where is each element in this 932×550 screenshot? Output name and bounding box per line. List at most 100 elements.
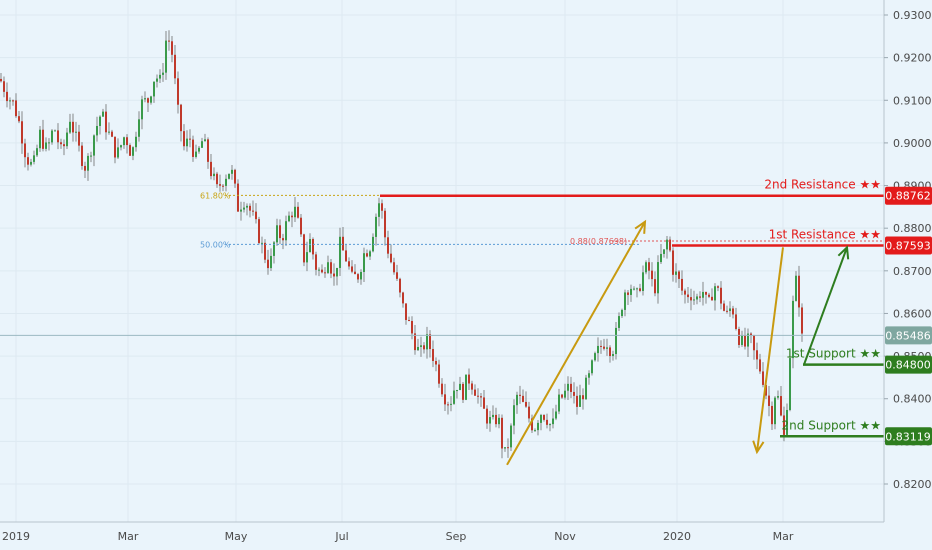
candle-body [312, 239, 314, 255]
candle-body [243, 207, 245, 210]
candle-body [651, 270, 653, 280]
candle-body [795, 275, 797, 301]
candle-body [567, 383, 569, 391]
candle-body [267, 259, 269, 269]
level-price-label: 0.87593 [885, 240, 931, 253]
candle-body [174, 54, 176, 79]
candle-body [204, 139, 206, 142]
candle-body [303, 234, 305, 263]
candle-body [450, 403, 452, 405]
candle-body [87, 155, 89, 171]
candle-body [18, 116, 20, 122]
candle-body [624, 292, 626, 310]
candle-body [444, 394, 446, 405]
candle-body [126, 137, 128, 146]
trend-arrow-line [756, 247, 784, 453]
candle-body [474, 389, 476, 396]
candle-body [489, 417, 491, 424]
candle-body [420, 345, 422, 347]
candle-body [576, 395, 578, 407]
candle-body [693, 299, 695, 301]
candle-body [240, 209, 242, 212]
time-tick-label: Mar [118, 530, 139, 543]
candle-body [516, 394, 518, 406]
level-name: 1st Support ★★ [786, 347, 881, 361]
candle-body [438, 364, 440, 384]
candle-body [162, 72, 164, 75]
time-axis[interactable]: 2019 Mar May Jul Sep Nov 2020 Mar [2, 530, 794, 543]
candle-body [792, 300, 794, 359]
current-price-label: 0.85486 [885, 329, 931, 342]
candle-body [75, 131, 77, 133]
fib-level-label: 0.88(0.87698) [570, 237, 627, 246]
candle-body [429, 334, 431, 350]
candle-body [738, 328, 740, 345]
time-tick-label: 2020 [663, 530, 691, 543]
candle-body [495, 414, 497, 425]
candle-body [432, 349, 434, 362]
candle-body [492, 414, 494, 418]
candle-body [363, 253, 365, 272]
candle-body [759, 359, 761, 372]
candle-body [165, 40, 167, 73]
candle-body [510, 425, 512, 448]
candle-body [135, 136, 137, 148]
candle-body [531, 418, 533, 431]
candle-body [741, 335, 743, 345]
candle-body [417, 346, 419, 351]
candle-body [375, 216, 377, 237]
candle-body [657, 262, 659, 294]
candle-body [15, 100, 17, 117]
candle-body [39, 129, 41, 149]
candle-body [402, 292, 404, 304]
candle-body [24, 143, 26, 158]
candle-body [72, 121, 74, 133]
candle-body [513, 405, 515, 426]
candle-body [534, 430, 536, 432]
candle-body [423, 345, 425, 350]
candle-body [336, 267, 338, 277]
candle-body [393, 262, 395, 273]
candle-body [465, 374, 467, 400]
candle-body [105, 111, 107, 133]
candle-body [615, 327, 617, 355]
candle-body [558, 394, 560, 412]
candle-body [351, 266, 353, 272]
candle-body [426, 334, 428, 350]
candle-body [687, 294, 689, 298]
candle-body [153, 81, 155, 97]
candle-body [543, 414, 545, 420]
candle-body [681, 278, 683, 291]
candle-body [750, 333, 752, 336]
candle-body [447, 404, 449, 406]
candle-body [48, 142, 50, 144]
candle-body [180, 104, 182, 132]
grid [0, 0, 884, 522]
candle-body [159, 74, 161, 79]
candle-body [387, 237, 389, 254]
candle-body [111, 131, 113, 137]
candle-body [663, 249, 665, 254]
candle-body [471, 383, 473, 390]
candle-body [771, 405, 773, 425]
candle-body [189, 138, 191, 140]
candle-body [726, 310, 728, 312]
candle-body [666, 239, 668, 250]
candle-body [390, 253, 392, 263]
candle-body [144, 98, 146, 100]
time-tick-label: May [225, 530, 248, 543]
candle-body [138, 119, 140, 137]
level-labels: 2nd Resistance ★★ 0.88762 1st Resistance ★… [764, 178, 932, 446]
candle-body [588, 373, 590, 378]
candle-body [675, 271, 677, 275]
candle-body [33, 155, 35, 162]
candle-body [549, 424, 551, 426]
candle-body [63, 144, 65, 147]
candle-body [522, 395, 524, 402]
time-tick-label: Jul [334, 530, 348, 543]
candle-body [60, 142, 62, 145]
candle-body [384, 210, 386, 238]
